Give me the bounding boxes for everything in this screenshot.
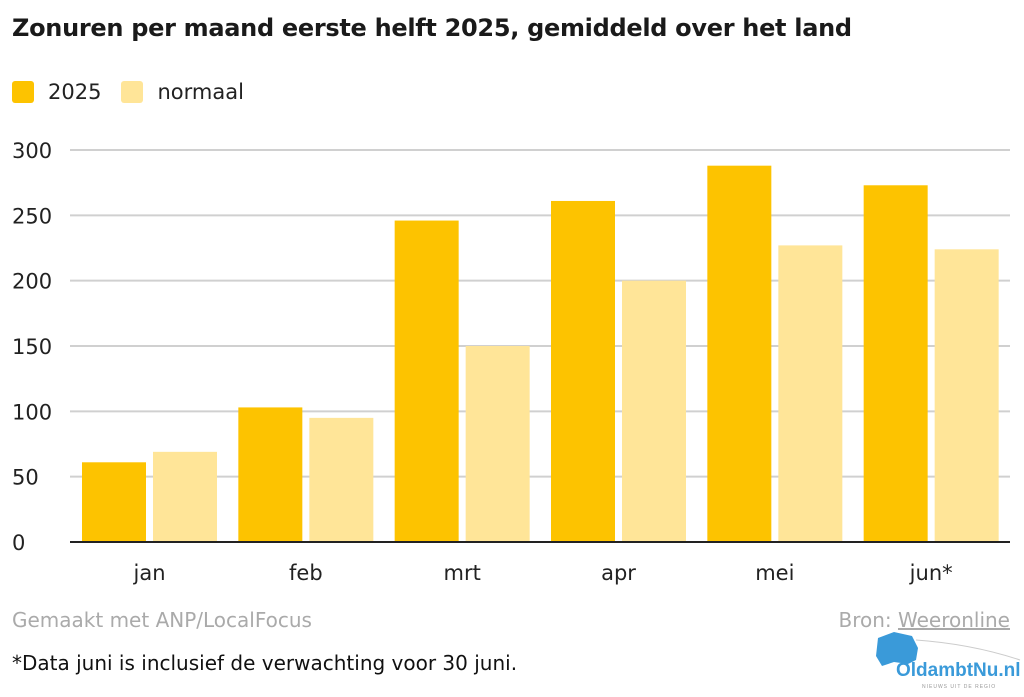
svg-text:NIEUWS UIT DE REGIO: NIEUWS UIT DE REGIO xyxy=(922,684,996,690)
footnote: *Data juni is inclusief de verwachting v… xyxy=(12,651,518,675)
y-tick-label: 200 xyxy=(12,270,52,294)
bar-normaal-jun* xyxy=(934,249,999,542)
x-tick-label: mrt xyxy=(444,561,481,585)
bar-2025-mei xyxy=(707,165,772,542)
logo-map-icon: OldambtNu.nl NIEUWS UIT DE REGIO xyxy=(876,632,1021,690)
x-tick-label: apr xyxy=(601,561,636,585)
y-tick-label: 150 xyxy=(12,335,52,359)
legend-swatch-normaal xyxy=(121,81,144,103)
x-tick-label: feb xyxy=(289,561,323,585)
source-credit: Bron: Weeronline xyxy=(838,608,1010,632)
legend-item-2025: 2025 xyxy=(12,80,101,104)
bar-normaal-jan xyxy=(153,451,217,542)
bar-chart: 0 50 100 150 200 250 300 jan feb mrt apr mei jun* xyxy=(12,139,1010,585)
bar-2025-jun* xyxy=(863,185,928,542)
y-tick-label: 0 xyxy=(12,531,25,555)
bar-normaal-feb xyxy=(309,417,374,542)
bar-normaal-mrt xyxy=(465,346,530,542)
bar-2025-jan xyxy=(82,462,146,542)
oldambtnu-logo: OldambtNu.nl NIEUWS UIT DE REGIO xyxy=(872,630,1022,697)
chart-title: Zonuren per maand eerste helft 2025, gem… xyxy=(12,14,852,42)
y-tick-label: 300 xyxy=(12,139,52,163)
legend-label-normaal: normaal xyxy=(157,80,244,104)
legend-label-2025: 2025 xyxy=(48,80,102,104)
svg-text:OldambtNu.nl: OldambtNu.nl xyxy=(896,660,1021,681)
x-tick-label: mei xyxy=(755,561,794,585)
source-link[interactable]: Weeronline xyxy=(897,608,1010,632)
legend: 2025 normaal xyxy=(12,80,264,104)
y-tick-label: 50 xyxy=(12,466,39,490)
source-label: Bron: xyxy=(838,608,892,632)
bar-2025-feb xyxy=(238,407,303,542)
bar-normaal-apr xyxy=(622,280,686,542)
y-tick-label: 250 xyxy=(12,204,52,228)
legend-swatch-2025 xyxy=(12,81,34,103)
legend-item-normaal: normaal xyxy=(121,80,244,104)
x-tick-label: jan xyxy=(132,561,165,585)
y-tick-label: 100 xyxy=(12,400,52,424)
made-with-credit: Gemaakt met ANP/LocalFocus xyxy=(12,608,312,632)
bar-2025-mrt xyxy=(394,220,459,542)
x-tick-label: jun* xyxy=(909,561,953,585)
bar-2025-apr xyxy=(551,200,615,542)
bar-normaal-mei xyxy=(778,245,843,543)
